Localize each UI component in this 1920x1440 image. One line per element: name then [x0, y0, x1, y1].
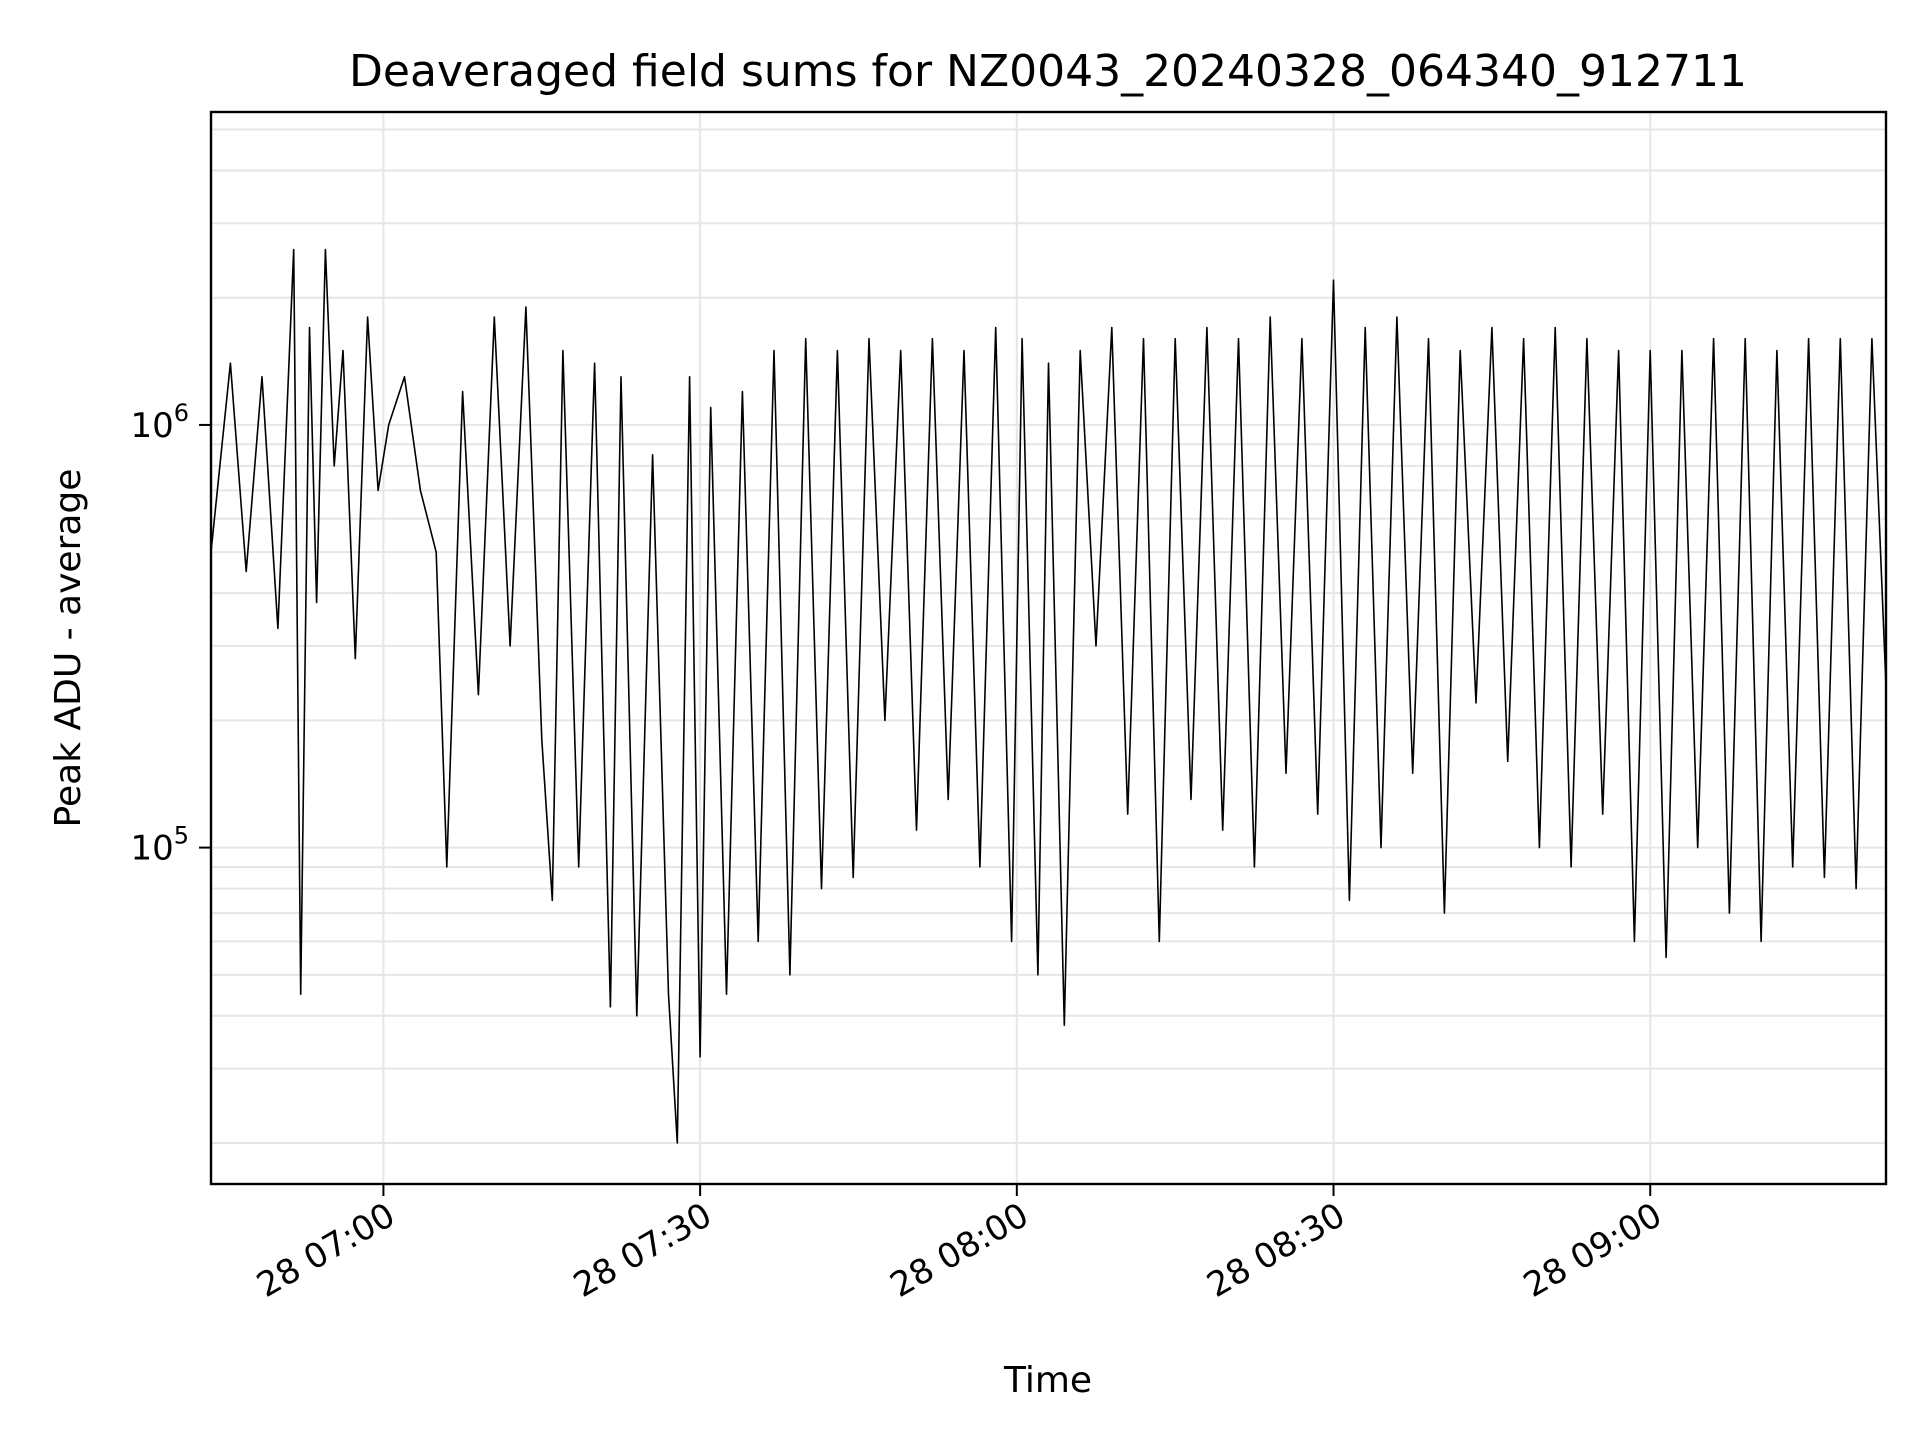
y-gridlines	[211, 128, 1886, 1145]
series-group	[210, 248, 1887, 1144]
chart-title: Deaveraged field sums for NZ0043_2024032…	[349, 46, 1747, 97]
plot-frame	[209, 110, 1888, 1186]
y-tick-label: 106	[130, 399, 189, 446]
x-axis-label: Time	[1003, 1360, 1092, 1401]
y-axis-ticks: 105 106	[130, 399, 211, 869]
y-tick-label: 105	[130, 822, 189, 869]
series-line-0	[210, 248, 1887, 1144]
y-axis-label: Peak ADU - average	[48, 469, 89, 828]
